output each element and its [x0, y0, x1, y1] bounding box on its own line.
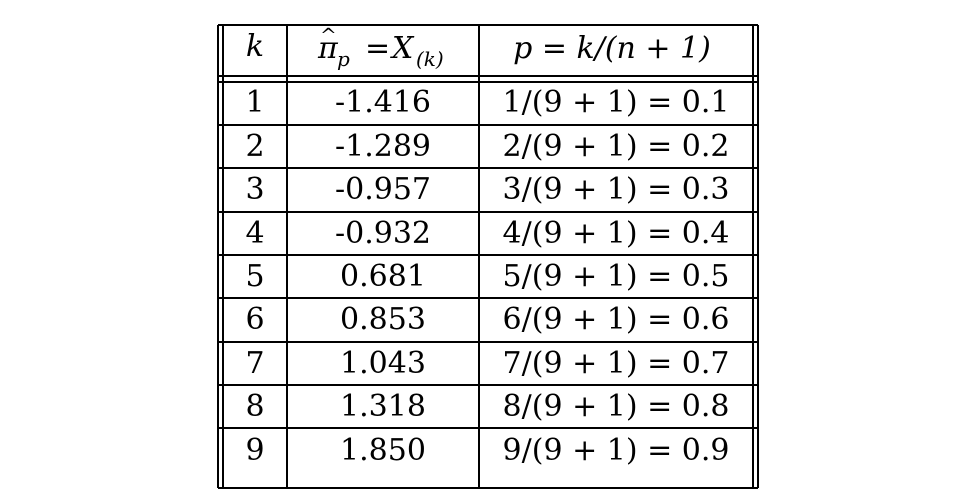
table-row: 2 -1.289 2/(9 + 1) = 0.2 — [245, 129, 729, 164]
cell-k: 2 — [245, 129, 264, 164]
cell-p: 8/(9 + 1) = 0.8 — [503, 389, 730, 424]
table-row: 3 -0.957 3/(9 + 1) = 0.3 — [245, 172, 729, 207]
table-row: 9 1.850 9/(9 + 1) = 0.9 — [245, 433, 729, 468]
header-x-symbol: X — [390, 31, 415, 66]
table-borders — [217, 24, 759, 489]
cell-k: 8 — [245, 389, 264, 424]
header-equals: = — [365, 31, 390, 66]
cell-x: 1.043 — [340, 346, 426, 381]
header-pi-subscript: p — [337, 47, 350, 71]
table-body: 1 -1.416 1/(9 + 1) = 0.1 2 -1.289 2/(9 +… — [245, 85, 729, 468]
table-row: 5 0.681 5/(9 + 1) = 0.5 — [245, 259, 729, 294]
cell-k: 4 — [245, 216, 264, 251]
cell-p: 9/(9 + 1) = 0.9 — [503, 433, 730, 468]
cell-x: 0.853 — [340, 302, 426, 337]
table-row: 6 0.853 6/(9 + 1) = 0.6 — [245, 302, 729, 337]
cell-p: 2/(9 + 1) = 0.2 — [503, 129, 730, 164]
cell-p: 5/(9 + 1) = 0.5 — [503, 259, 730, 294]
cell-p: 3/(9 + 1) = 0.3 — [503, 172, 730, 207]
table-row: 8 1.318 8/(9 + 1) = 0.8 — [245, 389, 729, 424]
cell-p: 6/(9 + 1) = 0.6 — [503, 302, 730, 337]
cell-k: 5 — [245, 259, 264, 294]
cell-k: 7 — [245, 346, 264, 381]
header-x-subscript: (k) — [416, 47, 444, 71]
cell-p: 7/(9 + 1) = 0.7 — [503, 346, 730, 381]
cell-x: -0.957 — [335, 172, 431, 207]
cell-k: 1 — [245, 85, 264, 120]
cell-x: -1.289 — [335, 129, 431, 164]
cell-k: 6 — [245, 302, 264, 337]
cell-x: 0.681 — [340, 259, 426, 294]
cell-x: 1.318 — [340, 389, 426, 424]
header-pi-symbol: π — [317, 31, 339, 66]
header-p-formula: p = k/(n + 1) — [513, 31, 711, 66]
cell-k: 3 — [245, 172, 264, 207]
table-row: 7 1.043 7/(9 + 1) = 0.7 — [245, 346, 729, 381]
header-pi-hat: ^ — [320, 23, 337, 47]
table-header: k π ^ p = X (k) p = k/(n + 1) — [246, 23, 711, 71]
cell-x: -1.416 — [335, 85, 431, 120]
cell-x: 1.850 — [340, 433, 426, 468]
table-row: 4 -0.932 4/(9 + 1) = 0.4 — [245, 216, 729, 251]
cell-x: -0.932 — [335, 216, 431, 251]
cell-p: 1/(9 + 1) = 0.1 — [503, 85, 730, 120]
cell-k: 9 — [245, 433, 264, 468]
cell-p: 4/(9 + 1) = 0.4 — [503, 216, 730, 251]
header-k: k — [246, 29, 264, 64]
table-row: 1 -1.416 1/(9 + 1) = 0.1 — [245, 85, 729, 120]
